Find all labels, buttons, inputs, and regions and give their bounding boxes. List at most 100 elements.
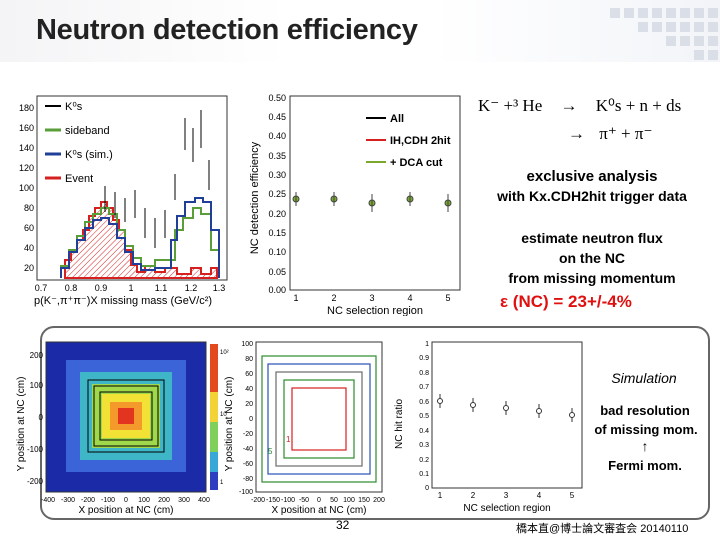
- eff-xtick: 3: [369, 293, 374, 303]
- hist-ytick: 20: [24, 263, 34, 273]
- hist-ytick: 60: [24, 223, 34, 233]
- analysis-line-4: on the NC: [558, 250, 626, 266]
- region-xtick: 100: [343, 497, 355, 504]
- ratio-ytick: 0.3: [419, 442, 429, 449]
- hist-xlabel: p(K⁻,π⁺π⁻)X missing mass (GeV/c²): [34, 295, 212, 307]
- region-ylabel: Y position at NC (cm): [224, 377, 235, 472]
- region-xtick: 50: [330, 497, 338, 504]
- map-xtick: -100: [101, 497, 115, 504]
- nc-selection-regions: Y position at NC (cm) 1 5 100 80 60 40 2…: [224, 341, 385, 516]
- region-xtick: 200: [373, 497, 385, 504]
- eff-ytick: 0.30: [268, 170, 286, 180]
- eff-ylabel: NC detection efficiency: [249, 141, 261, 254]
- region-ytick: 40: [245, 386, 253, 393]
- reaction-arrow-2: →: [568, 124, 585, 143]
- hist-xtick: 1.2: [185, 283, 198, 293]
- sim-note-line-2: of missing mom.: [594, 422, 698, 437]
- eff-ytick: 0.20: [268, 209, 286, 219]
- sim-note-arrow: ↑: [641, 438, 649, 454]
- region-ytick: 20: [245, 401, 253, 408]
- ratio-point: [569, 412, 575, 418]
- map-xtick: -300: [61, 497, 75, 504]
- eff-ytick: 0.10: [268, 247, 286, 257]
- ratio-xtick: 4: [537, 491, 542, 500]
- region-xlabel: X position at NC (cm): [271, 505, 366, 516]
- reaction-line-1: K⁻ +³ He → K⁰s + n + ds: [478, 96, 681, 116]
- map-xtick: 300: [178, 497, 190, 504]
- map-ytick: 0: [39, 413, 44, 422]
- region-xtick: -150: [266, 497, 280, 504]
- ratio-xtick: 5: [570, 491, 575, 500]
- region-xtick: -50: [299, 497, 309, 504]
- hist-ytick: 40: [24, 243, 34, 253]
- reaction-lhs: K⁻ +³ He: [478, 96, 543, 115]
- hist-ytick: 160: [19, 123, 34, 133]
- region-label-5: 5: [268, 447, 273, 456]
- region-ytick: 60: [245, 371, 253, 378]
- nc-hit-ratio-plot: NC hit ratio 1 0.9 0.8 0.7 0.6 0.5 0.4 0…: [394, 341, 583, 514]
- eff-xtick: 5: [445, 293, 450, 303]
- ratio-xtick: 2: [471, 491, 476, 500]
- map-xtick: 100: [138, 497, 150, 504]
- hist-xtick: 1: [128, 283, 133, 293]
- reaction-rhs-2: π⁺ + π⁻: [599, 124, 653, 143]
- region-xtick: -200: [251, 497, 265, 504]
- reaction-rhs: K⁰s + n + ds: [595, 96, 682, 115]
- ratio-point: [536, 408, 542, 414]
- eff-legend-all: All: [390, 113, 404, 125]
- hist-legend-event: Event: [65, 173, 93, 185]
- hist-ytick: 140: [19, 143, 34, 153]
- reaction-line-2: → π⁺ + π⁻: [568, 124, 652, 144]
- eff-ytick: 0.25: [268, 189, 286, 199]
- map-xtick: 400: [198, 497, 210, 504]
- ratio-ytick: 1: [425, 341, 429, 348]
- sim-note-line-1: bad resolution: [600, 403, 690, 418]
- nc-hit-map: Y position at NC (cm) 10² 10 1 200 100 0…: [16, 341, 229, 516]
- eff-ytick: 0.50: [268, 93, 286, 103]
- region-ytick: -80: [243, 476, 253, 483]
- eff-ytick: 0.35: [268, 151, 286, 161]
- sideband-histogram: [60, 207, 220, 278]
- region-ytick: 100: [241, 341, 253, 348]
- eff-points: [292, 192, 452, 212]
- hist-legend-sim: K⁰s (sim.): [65, 149, 113, 161]
- analysis-line-3: estimate neutron flux: [521, 230, 663, 246]
- decoration-graphic: [610, 8, 718, 60]
- ratio-ytick: 0.8: [419, 370, 429, 377]
- analysis-line-2: with Kx.CDH2hit trigger data: [497, 188, 687, 204]
- ratio-ytick: 0.9: [419, 355, 429, 362]
- analysis-line-5: from missing momentum: [508, 270, 676, 286]
- ratio-ytick: 0.7: [419, 384, 429, 391]
- ratio-ytick: 0.6: [419, 399, 429, 406]
- hist-xtick: 1.1: [155, 283, 168, 293]
- region-xtick: 150: [358, 497, 370, 504]
- efficiency-result: ε (NC) = 23+/-4%: [500, 292, 632, 311]
- eff-ytick: 0.05: [268, 267, 286, 277]
- ratio-ytick: 0.1: [419, 471, 429, 478]
- eff-xlabel: NC selection region: [327, 305, 423, 316]
- region-xtick: 0: [317, 497, 321, 504]
- eff-xtick: 1: [293, 293, 298, 303]
- region-ytick: -100: [239, 489, 253, 496]
- hist-ytick: 80: [24, 203, 34, 213]
- reaction-arrow: →: [560, 96, 578, 115]
- page-number: 32: [336, 518, 350, 532]
- ratio-point: [470, 402, 476, 408]
- region-ytick: -40: [243, 446, 253, 453]
- hist-legend-sideband: sideband: [65, 125, 110, 137]
- eff-ytick: 0.40: [268, 131, 286, 141]
- map-xtick: -400: [41, 497, 55, 504]
- hist-xtick: 0.8: [65, 283, 78, 293]
- eff-ytick: 0.15: [268, 228, 286, 238]
- map-ytick: 200: [30, 351, 44, 360]
- region-ytick: 0: [249, 416, 253, 423]
- eff-xtick: 4: [407, 293, 412, 303]
- map-ztick: 10²: [220, 350, 229, 356]
- hist-xtick: 0.9: [95, 283, 108, 293]
- sim-note-line-3: Fermi mom.: [608, 458, 682, 473]
- region-ytick: -60: [243, 461, 253, 468]
- sim-histogram: [60, 197, 220, 278]
- ratio-ylabel: NC hit ratio: [394, 399, 405, 449]
- ratio-xlabel: NC selection region: [463, 503, 550, 514]
- map-xtick: 200: [158, 497, 170, 504]
